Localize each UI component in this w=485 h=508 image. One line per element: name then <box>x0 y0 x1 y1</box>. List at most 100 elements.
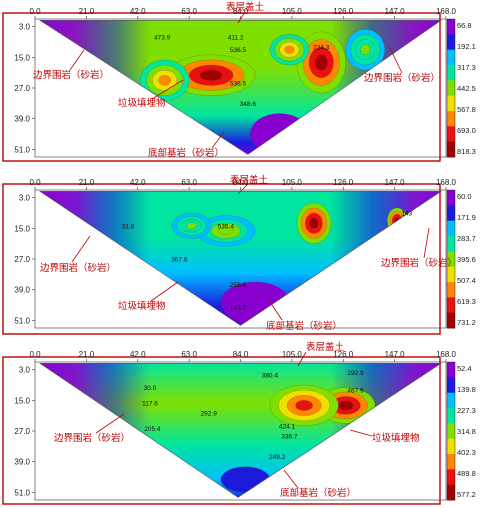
panel-1-landfill-pointer <box>151 79 184 100</box>
y-tick-label-2: 27.0 <box>14 84 30 93</box>
colorbar-border <box>446 189 456 329</box>
colorbar-swatch-5 <box>447 266 455 283</box>
x-tick-label-1: 21.0 <box>79 178 95 187</box>
panel-2-bedrock-label: 底部基岩（砂岩） <box>266 320 342 332</box>
y-tick-label-3: 39.0 <box>14 458 30 467</box>
panel-3-cover-soil-label: 表层盖土 <box>306 341 345 353</box>
colorbar-tick-2: 283.7 <box>457 234 476 243</box>
x-tick-label-3: 63.0 <box>181 7 197 16</box>
panel-1-cover-soil-pointer <box>237 11 246 24</box>
colorbar-swatch-7 <box>447 297 455 314</box>
y-tick-label-4: 51.0 <box>14 316 30 325</box>
colorbar-tick-6: 577.2 <box>457 490 476 499</box>
y-tick-label-0: 3.0 <box>19 366 31 375</box>
colorbar-swatch-5 <box>447 438 455 455</box>
y-tick-label-4: 51.0 <box>14 488 30 497</box>
panel-3-y-axis: 3.0 15.0 27.0 39.0 51.0 <box>14 366 35 497</box>
contour-label-9: 249.2 <box>269 454 286 461</box>
panel-1-landfill-label: 垃圾填埋物 <box>118 97 166 109</box>
colorbar-swatch-0 <box>447 190 455 206</box>
panel-3-x-axis: 0.0 21.0 42.0 63.0 84.0 105.0 126.0 147.0 168.0 <box>29 350 457 362</box>
anomaly-2-ring-3 <box>218 226 234 235</box>
colorbar-tick-6: 731.2 <box>457 318 476 327</box>
panel-2-cover-soil-pointer <box>237 183 249 195</box>
contour-label-1: 367.6 <box>171 257 188 264</box>
colorbar-swatch-3 <box>447 236 455 252</box>
colorbar-swatch-0 <box>447 19 455 35</box>
contour-label-1: 411.2 <box>228 34 244 41</box>
x-tick-label-8: 168.0 <box>436 178 457 187</box>
panel-1-cover-soil-label: 表层盖土 <box>226 1 265 13</box>
colorbar-tick-3: 314.8 <box>457 427 476 436</box>
colorbar-swatch-5 <box>447 95 455 112</box>
x-tick-label-5: 105.0 <box>282 178 303 187</box>
anomaly-4-ring-3 <box>284 45 295 54</box>
panel-2-colorbar: 60.0 171.9 283.7 395.6 507.4 619.3 731.2 <box>446 189 476 329</box>
contour-label-2: 255.6 <box>230 282 247 289</box>
colorbar-tick-2: 227.3 <box>457 406 476 415</box>
contour-label-2: 205.4 <box>144 426 161 433</box>
panel-2-x-axis: 0.0 21.0 42.0 63.0 84.0 105.0 126.0 147.0 168.0 <box>29 178 457 190</box>
panel-3-left-rock-pointer <box>95 413 125 434</box>
contour-label-2: 536.5 <box>230 47 247 54</box>
section-panel-2: 535.4 367.6 255.6 143.7 143 31.8 0.0 21.0 42.0 6… <box>2 174 476 335</box>
anomaly-5-ring-1 <box>257 118 302 150</box>
panel-1-right-rock-label: 边界围岩（砂岩） <box>364 72 440 84</box>
colorbar-swatch-1 <box>447 34 455 51</box>
anomaly-5-ring-3 <box>272 128 288 140</box>
colorbar-swatch-3 <box>447 65 455 81</box>
panel-2-y-axis: 3.0 15.0 27.0 39.0 51.0 <box>14 194 35 325</box>
x-tick-label-7: 147.0 <box>385 7 406 16</box>
colorbar-tick-3: 395.6 <box>457 255 476 264</box>
colorbar-swatch-3 <box>447 408 455 424</box>
colorbar-tick-2: 317.3 <box>457 63 476 72</box>
colorbar-swatch-6 <box>447 111 455 127</box>
contour-label-5: 348.6 <box>240 101 257 108</box>
anomaly-0-ring-3 <box>199 69 223 81</box>
y-tick-label-3: 39.0 <box>14 115 30 124</box>
x-tick-label-2: 42.0 <box>130 7 146 16</box>
panel-1-right-rock-pointer <box>389 47 403 74</box>
panel-1-y-axis: 3.0 15.0 27.0 39.0 51.0 <box>14 23 35 154</box>
colorbar-swatch-6 <box>447 454 455 470</box>
panel-2-left-rock-label: 边界围岩（砂岩） <box>40 262 116 274</box>
section-panel-3: 30.0 117.6 205.4 292.9 380.4 292.9 467.9 424.1 3… <box>2 341 476 505</box>
panel-3-landfill-label: 垃圾填埋物 <box>372 432 420 444</box>
panel-3-left-rock-label: 边界围岩（砂岩） <box>54 432 130 444</box>
panel-1-bedrock-pointer <box>211 131 225 149</box>
x-tick-label-0: 0.0 <box>29 178 41 187</box>
panel-3-contour-labels: 30.0 117.6 205.4 292.9 380.4 292.9 467.9 424.1 3… <box>142 370 364 461</box>
x-tick-label-0: 0.0 <box>29 7 41 16</box>
contour-label-3: 724.3 <box>313 45 330 52</box>
panel-2-cover-soil-label: 表层盖土 <box>230 174 269 186</box>
panel-3-bedrock-pointer <box>283 469 299 489</box>
panel-2-landfill-label: 垃圾填埋物 <box>118 300 166 312</box>
x-tick-label-1: 21.0 <box>79 7 95 16</box>
anomaly-5-ring-2 <box>264 123 295 145</box>
colorbar-tick-4: 402.3 <box>457 448 476 457</box>
contour-label-6: 467.9 <box>347 388 364 395</box>
anomaly-3-ring-3 <box>360 44 371 55</box>
colorbar-tick-4: 507.4 <box>457 276 476 285</box>
colorbar-swatch-1 <box>447 205 455 222</box>
x-tick-label-3: 63.0 <box>181 178 197 187</box>
anomaly-3-ring-3 <box>186 222 197 230</box>
x-tick-label-7: 147.0 <box>385 350 406 359</box>
anomaly-0-ring-3 <box>338 400 354 411</box>
panel-1-contour-labels: 473.9 411.2 536.5 724.3 536.5 348.6 <box>154 34 330 107</box>
colorbar-tick-0: 52.4 <box>457 364 472 373</box>
y-tick-label-3: 39.0 <box>14 286 30 295</box>
colorbar-tick-0: 60.0 <box>457 192 472 201</box>
x-tick-label-6: 126.0 <box>333 7 354 16</box>
colorbar-swatch-4 <box>447 251 455 268</box>
resistivity-field <box>39 363 442 498</box>
x-tick-label-4: 84.0 <box>233 350 249 359</box>
panel-1-frame <box>2 12 441 162</box>
colorbar-swatch-6 <box>447 282 455 298</box>
panel-3-cover-soil-pointer <box>297 351 307 367</box>
panel-3-landfill-pointer <box>349 429 373 437</box>
panel-1-left-rock-pointer <box>69 49 85 71</box>
x-tick-label-2: 42.0 <box>130 350 146 359</box>
anomaly-4-ring-3 <box>246 297 264 308</box>
panel-2-contour-labels: 535.4 367.6 255.6 143.7 143 31.8 <box>122 211 413 313</box>
